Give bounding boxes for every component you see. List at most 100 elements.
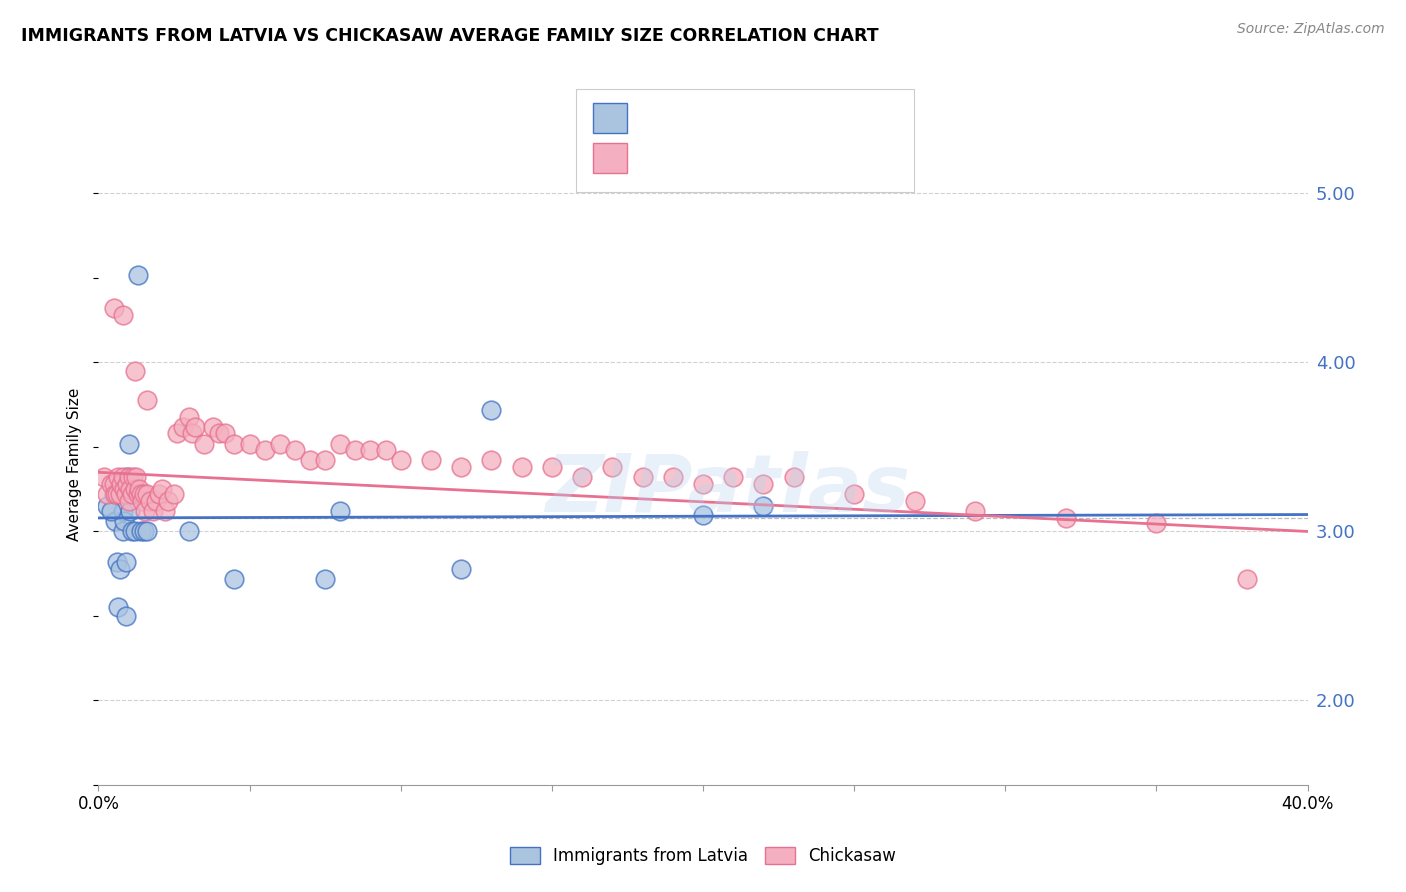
Point [329, 504, 352, 518]
Point [132, 524, 155, 539]
Point [131, 494, 153, 508]
Point [314, 572, 336, 586]
Point [662, 470, 685, 484]
Point [112, 524, 135, 539]
Point [100, 504, 122, 518]
Point [145, 494, 167, 508]
Point [127, 268, 149, 282]
Point [965, 504, 987, 518]
Point [481, 402, 503, 417]
Point [107, 600, 129, 615]
Point [299, 453, 322, 467]
Text: 30: 30 [794, 104, 820, 122]
Point [112, 514, 135, 528]
Point [184, 419, 207, 434]
Point [134, 504, 156, 518]
Text: Source: ZipAtlas.com: Source: ZipAtlas.com [1237, 22, 1385, 37]
Y-axis label: Average Family Size: Average Family Size [66, 387, 82, 541]
Point [389, 453, 412, 467]
Point [115, 470, 138, 484]
Point [239, 436, 262, 450]
Point [139, 494, 162, 508]
Point [111, 308, 134, 322]
Text: N =: N = [749, 145, 789, 163]
Point [166, 426, 188, 441]
Point [124, 524, 146, 539]
Point [118, 494, 141, 508]
Point [202, 419, 225, 434]
Point [224, 436, 246, 450]
Point [571, 470, 593, 484]
Point [118, 436, 141, 450]
Point [100, 477, 122, 491]
Point [450, 561, 472, 575]
Point [314, 453, 336, 467]
Point [132, 487, 155, 501]
Point [104, 487, 127, 501]
Text: ZIPatlas: ZIPatlas [544, 450, 910, 529]
Point [111, 470, 134, 484]
Point [156, 494, 179, 508]
Point [172, 419, 194, 434]
Point [111, 504, 134, 518]
Point [181, 426, 204, 441]
Point [752, 499, 775, 513]
Point [602, 460, 624, 475]
Point [1146, 516, 1168, 530]
Point [114, 487, 136, 501]
Point [723, 470, 745, 484]
Point [1236, 572, 1258, 586]
Point [541, 460, 564, 475]
Point [224, 572, 246, 586]
Point [329, 436, 352, 450]
Point [103, 487, 125, 501]
Point [135, 487, 157, 501]
Point [692, 508, 714, 522]
Point [481, 453, 503, 467]
Point [93, 470, 115, 484]
Point [110, 482, 132, 496]
Point [118, 470, 141, 484]
Point [125, 470, 148, 484]
Point [844, 487, 866, 501]
Point [752, 477, 775, 491]
Point [120, 504, 142, 518]
Point [108, 487, 131, 501]
Point [103, 477, 125, 491]
Point [121, 487, 143, 501]
Point [121, 524, 143, 539]
Point [631, 470, 654, 484]
Point [150, 482, 173, 496]
Text: N =: N = [749, 104, 789, 122]
Text: 79: 79 [794, 145, 820, 163]
Point [510, 460, 533, 475]
Point [374, 443, 396, 458]
Text: -0.131: -0.131 [676, 145, 741, 163]
Point [105, 487, 128, 501]
Point [214, 426, 236, 441]
Point [129, 524, 152, 539]
Point [114, 555, 136, 569]
Point [129, 487, 152, 501]
Legend: Immigrants from Latvia, Chickasaw: Immigrants from Latvia, Chickasaw [505, 841, 901, 870]
Point [108, 561, 131, 575]
Point [783, 470, 806, 484]
Point [253, 443, 276, 458]
Point [420, 453, 443, 467]
Point [450, 460, 472, 475]
Point [360, 443, 382, 458]
Point [96, 499, 118, 513]
Point [112, 482, 135, 496]
Point [107, 470, 129, 484]
Point [269, 436, 291, 450]
Point [1054, 511, 1077, 525]
Point [153, 504, 176, 518]
Point [208, 426, 231, 441]
Text: R =: R = [634, 104, 673, 122]
Point [120, 482, 142, 496]
Point [142, 504, 165, 518]
Point [124, 364, 146, 378]
Point [127, 487, 149, 501]
Point [105, 555, 128, 569]
Point [193, 436, 215, 450]
